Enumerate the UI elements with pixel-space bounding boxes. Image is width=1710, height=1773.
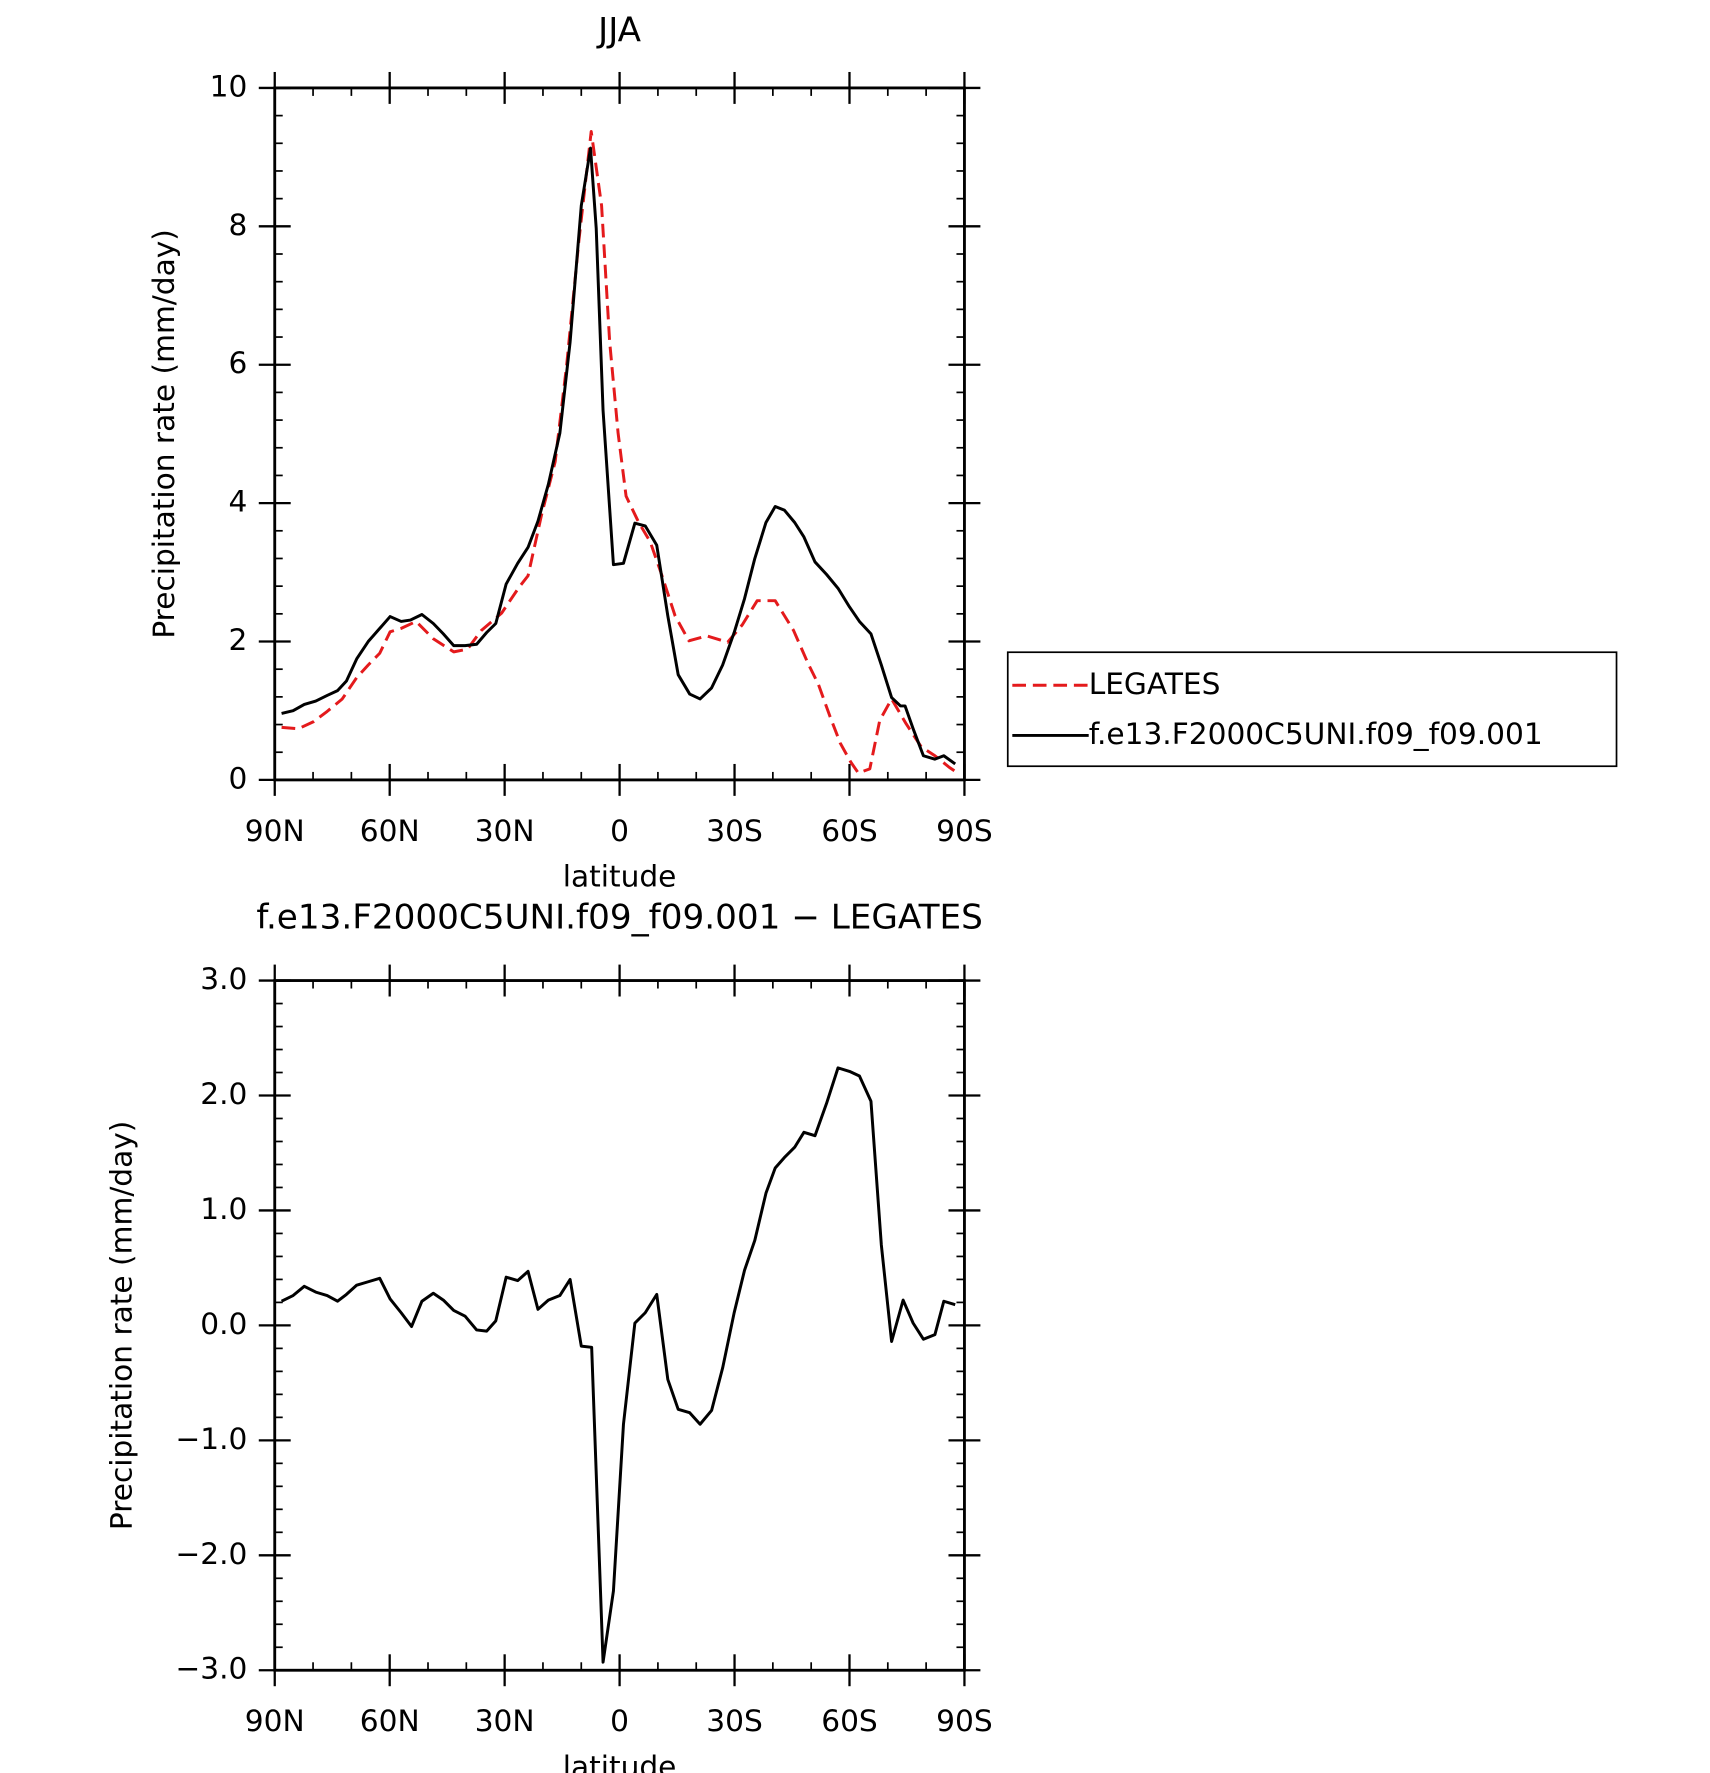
- data-line: [281, 146, 957, 766]
- y-tick-label: −2.0: [175, 1536, 247, 1571]
- y-axis-label: Precipitation rate (mm/day): [104, 1121, 139, 1530]
- x-tick-label: 90N: [245, 813, 305, 848]
- x-tick-label: 30N: [475, 813, 535, 848]
- x-tick-label: 60S: [821, 1703, 878, 1738]
- chart-title: f.e13.F2000C5UNI.f09_f09.001 − LEGATES: [256, 897, 982, 937]
- x-tick-label: 90N: [245, 1703, 305, 1738]
- x-tick-label: 60N: [360, 1703, 420, 1738]
- x-tick-label: 90S: [936, 1703, 993, 1738]
- y-tick-label: 10: [210, 68, 248, 103]
- data-line: [281, 129, 959, 775]
- x-tick-label: 30N: [475, 1703, 535, 1738]
- y-tick-label: 1.0: [200, 1191, 247, 1226]
- x-tick-label: 60N: [360, 813, 420, 848]
- y-tick-label: 6: [229, 345, 248, 380]
- x-axis-label: latitude: [563, 1749, 677, 1773]
- x-tick-label: 0: [610, 1703, 629, 1738]
- y-tick-label: 0: [229, 760, 248, 795]
- x-tick-label: 90S: [936, 813, 993, 848]
- y-tick-label: −1.0: [175, 1421, 247, 1456]
- y-tick-label: 4: [229, 484, 248, 519]
- legend-label: LEGATES: [1089, 666, 1221, 701]
- y-axis-label: Precipitation rate (mm/day): [146, 229, 181, 638]
- x-tick-label: 0: [610, 813, 629, 848]
- x-tick-label: 60S: [821, 813, 878, 848]
- plot-frame: [273, 979, 966, 1672]
- x-axis-label: latitude: [563, 858, 677, 893]
- x-tick-label: 30S: [706, 1703, 763, 1738]
- x-tick-label: 30S: [706, 813, 763, 848]
- legend-box: [1006, 651, 1618, 768]
- y-tick-label: 2: [229, 622, 248, 657]
- data-line: [280, 1066, 956, 1664]
- y-tick-label: 0.0: [200, 1306, 247, 1341]
- y-tick-label: 3.0: [200, 961, 247, 996]
- legend-label: f.e13.F2000C5UNI.f09_f09.001: [1089, 716, 1543, 751]
- y-tick-label: −3.0: [175, 1651, 247, 1686]
- chart-title: JJA: [596, 11, 642, 51]
- y-tick-label: 8: [229, 207, 248, 242]
- y-tick-label: 2.0: [200, 1076, 247, 1111]
